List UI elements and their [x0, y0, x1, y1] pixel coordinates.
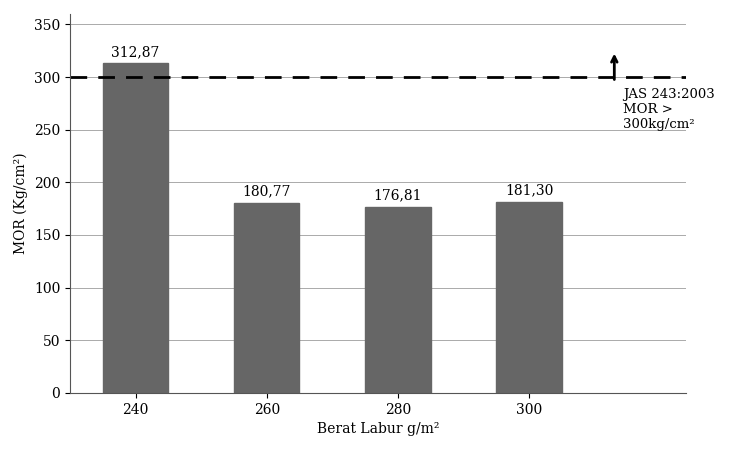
Text: 180,77: 180,77	[242, 184, 291, 198]
Text: JAS 243:2003
MOR >
300kg/cm²: JAS 243:2003 MOR > 300kg/cm²	[623, 88, 715, 130]
Bar	[496, 202, 562, 393]
X-axis label: Berat Labur g/m²: Berat Labur g/m²	[317, 422, 440, 436]
Text: 312,87: 312,87	[112, 45, 160, 59]
Text: 181,30: 181,30	[505, 184, 553, 198]
Y-axis label: MOR (Kg/cm²): MOR (Kg/cm²)	[14, 153, 29, 254]
Text: 176,81: 176,81	[374, 189, 422, 202]
Bar	[365, 207, 431, 393]
Bar	[103, 63, 168, 393]
Bar	[234, 202, 299, 393]
